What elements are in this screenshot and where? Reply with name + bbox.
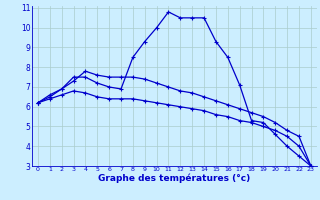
X-axis label: Graphe des températures (°c): Graphe des températures (°c) — [98, 174, 251, 183]
